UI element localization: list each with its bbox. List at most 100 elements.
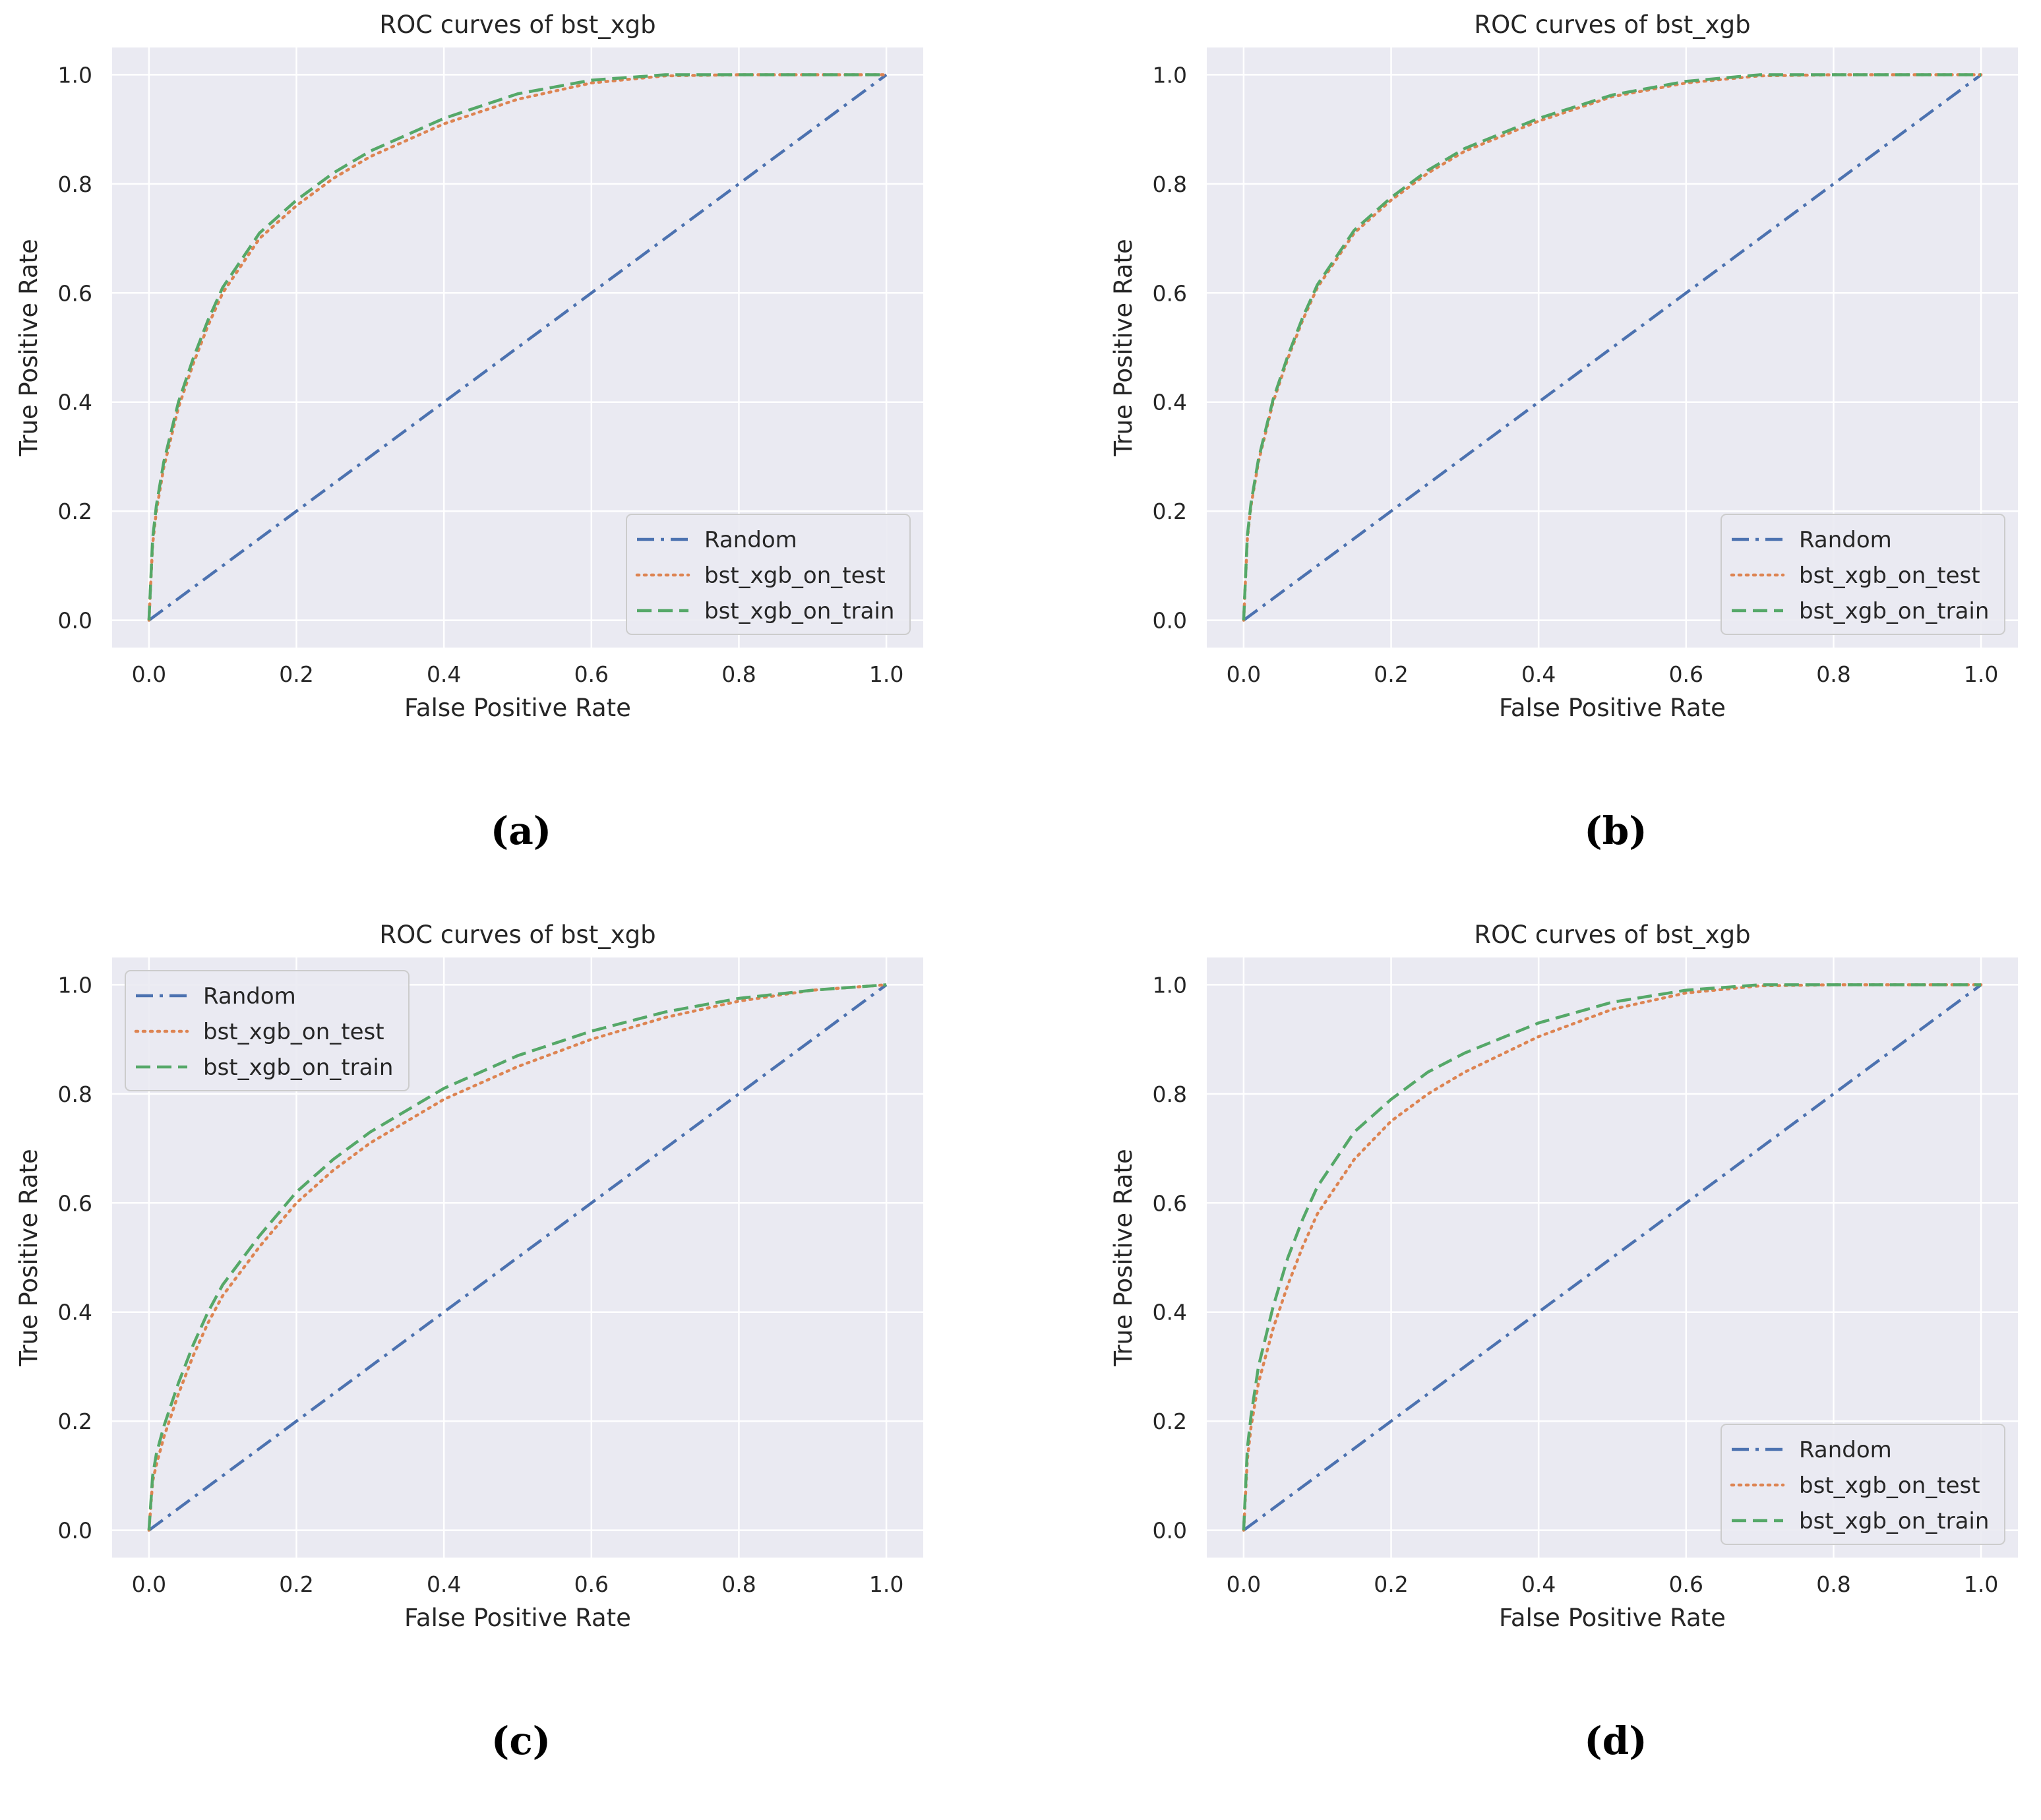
legend-label: bst_xgb_on_train <box>704 598 894 624</box>
series-line-bst-xgb-on-test <box>1242 983 1983 1532</box>
y-tick-label: 0.4 <box>1153 1300 1187 1325</box>
y-tick-label: 0.6 <box>58 1190 92 1216</box>
y-axis-label: True Positive Rate <box>1109 1149 1138 1367</box>
x-tick-label: 0.8 <box>1816 1571 1850 1597</box>
x-tick-label: 0.0 <box>132 1571 166 1597</box>
series-line-random <box>148 983 888 1532</box>
series-line-bst-xgb-on-train <box>1242 73 1982 621</box>
y-tick-label: 1.0 <box>1153 972 1187 998</box>
x-tick-label: 0.2 <box>1374 1571 1408 1597</box>
y-tick-label: 0.2 <box>58 1409 92 1434</box>
subfigure-caption: (d) <box>1584 1718 1647 1763</box>
legend-box <box>1721 1424 2005 1545</box>
y-axis-label: True Positive Rate <box>15 1149 43 1367</box>
y-tick-label: 0.0 <box>58 608 92 634</box>
x-tick-label: 0.8 <box>1816 661 1850 687</box>
y-tick-label: 0.6 <box>1153 1190 1187 1216</box>
y-tick-label: 0.0 <box>58 1518 92 1544</box>
legend-box <box>125 970 410 1091</box>
y-tick-label: 0.0 <box>1153 608 1187 634</box>
roc-chart-d: 0.0 0.2 0.4 0.6 0.8 1.0 0.0 0.2 0.4 0.6 0.8 1.0 ROC … <box>1095 910 2041 1820</box>
legend-label: bst_xgb_on_test <box>1799 1472 1980 1499</box>
x-tick-label: 0.4 <box>427 1571 461 1597</box>
x-tick-label: 0.2 <box>279 661 313 687</box>
y-tick-label: 1.0 <box>58 62 92 88</box>
y-tick-label: 1.0 <box>1153 62 1187 88</box>
legend-label: bst_xgb_on_test <box>1799 562 1980 589</box>
roc-chart-a: 0.0 0.2 0.4 0.6 0.8 1.0 0.0 0.2 0.4 0.6 0.8 1.0 ROC … <box>0 0 1068 910</box>
x-tick-label: 0.0 <box>132 661 166 687</box>
subfigure-caption: (b) <box>1584 808 1647 853</box>
x-tick-label: 0.8 <box>721 1571 756 1597</box>
x-tick-label: 1.0 <box>1964 1571 1998 1597</box>
y-tick-label: 0.6 <box>58 280 92 306</box>
y-tick-label: 0.2 <box>58 499 92 524</box>
y-tick-label: 0.2 <box>1153 499 1187 524</box>
x-tick-label: 0.4 <box>1521 661 1556 687</box>
legend: Random bst_xgb_on_test bst_xgb_on_train <box>1721 1424 2005 1545</box>
chart-svg: 0.0 0.2 0.4 0.6 0.8 1.0 0.0 0.2 0.4 0.6 0.8 1.0 ROC … <box>15 11 923 853</box>
legend-label: Random <box>1799 527 1892 553</box>
roc-chart-c: 0.0 0.2 0.4 0.6 0.8 1.0 0.0 0.2 0.4 0.6 0.8 1.0 ROC … <box>0 910 1068 1820</box>
x-tick-label: 0.0 <box>1227 661 1261 687</box>
series-line-bst-xgb-on-train <box>1242 983 1982 1531</box>
x-tick-label: 0.0 <box>1227 1571 1261 1597</box>
y-tick-label: 0.8 <box>1153 171 1187 197</box>
chart-svg: 0.0 0.2 0.4 0.6 0.8 1.0 0.0 0.2 0.4 0.6 0.8 1.0 ROC … <box>1109 11 2018 853</box>
series-line-random <box>1242 73 1982 622</box>
y-tick-label: 0.4 <box>1153 390 1187 415</box>
legend-box <box>1721 514 2005 635</box>
y-tick-label: 0.0 <box>1153 1518 1187 1544</box>
x-tick-label: 0.2 <box>279 1571 313 1597</box>
x-tick-label: 1.0 <box>869 1571 903 1597</box>
subfigure-caption: (c) <box>491 1718 551 1763</box>
x-tick-label: 0.6 <box>1669 661 1703 687</box>
x-axis-label: False Positive Rate <box>1499 1604 1726 1632</box>
x-tick-label: 0.4 <box>1521 1571 1556 1597</box>
x-tick-label: 1.0 <box>869 661 903 687</box>
chart-title: ROC curves of bst_xgb <box>379 11 655 39</box>
y-tick-label: 0.2 <box>1153 1409 1187 1434</box>
legend-box <box>626 514 911 635</box>
y-tick-label: 0.8 <box>1153 1081 1187 1107</box>
series-line-random <box>1242 983 1982 1532</box>
y-tick-label: 0.4 <box>58 1300 92 1325</box>
x-axis-label: False Positive Rate <box>404 1604 631 1632</box>
legend-label: Random <box>1799 1437 1892 1463</box>
legend-label: bst_xgb_on_test <box>203 1019 384 1045</box>
chart-title: ROC curves of bst_xgb <box>1474 921 1750 949</box>
chart-title: ROC curves of bst_xgb <box>379 921 655 949</box>
chart-svg: 0.0 0.2 0.4 0.6 0.8 1.0 0.0 0.2 0.4 0.6 0.8 1.0 ROC … <box>1109 921 2018 1763</box>
legend-label: Random <box>704 527 797 553</box>
legend: Random bst_xgb_on_test bst_xgb_on_train <box>1721 514 2005 635</box>
chart-title: ROC curves of bst_xgb <box>1474 11 1750 39</box>
series-line-bst-xgb-on-test <box>147 983 888 1532</box>
chart-svg: 0.0 0.2 0.4 0.6 0.8 1.0 0.0 0.2 0.4 0.6 0.8 1.0 ROC … <box>15 921 923 1763</box>
x-tick-label: 0.6 <box>1669 1571 1703 1597</box>
x-tick-label: 0.2 <box>1374 661 1408 687</box>
subfigure-caption: (a) <box>491 808 551 853</box>
x-tick-label: 0.6 <box>574 661 609 687</box>
x-axis-label: False Positive Rate <box>404 694 631 722</box>
legend-label: bst_xgb_on_test <box>704 562 886 589</box>
series-line-random <box>148 73 888 622</box>
x-tick-label: 0.4 <box>427 661 461 687</box>
legend-label: bst_xgb_on_train <box>203 1054 393 1081</box>
y-tick-label: 0.6 <box>1153 280 1187 306</box>
legend: Random bst_xgb_on_test bst_xgb_on_train <box>125 970 410 1091</box>
legend: Random bst_xgb_on_test bst_xgb_on_train <box>626 514 911 635</box>
x-tick-label: 0.8 <box>721 661 756 687</box>
y-tick-label: 0.4 <box>58 390 92 415</box>
y-tick-label: 1.0 <box>58 972 92 998</box>
x-tick-label: 0.6 <box>574 1571 609 1597</box>
roc-chart-b: 0.0 0.2 0.4 0.6 0.8 1.0 0.0 0.2 0.4 0.6 0.8 1.0 ROC … <box>1095 0 2041 910</box>
y-axis-label: True Positive Rate <box>1109 239 1138 457</box>
series-line-bst-xgb-on-train <box>147 983 887 1531</box>
legend-label: Random <box>203 983 296 1010</box>
y-axis-label: True Positive Rate <box>15 239 43 457</box>
y-tick-label: 0.8 <box>58 171 92 197</box>
x-tick-label: 1.0 <box>1964 661 1998 687</box>
x-axis-label: False Positive Rate <box>1499 694 1726 722</box>
y-tick-label: 0.8 <box>58 1081 92 1107</box>
legend-label: bst_xgb_on_train <box>1799 598 1989 624</box>
